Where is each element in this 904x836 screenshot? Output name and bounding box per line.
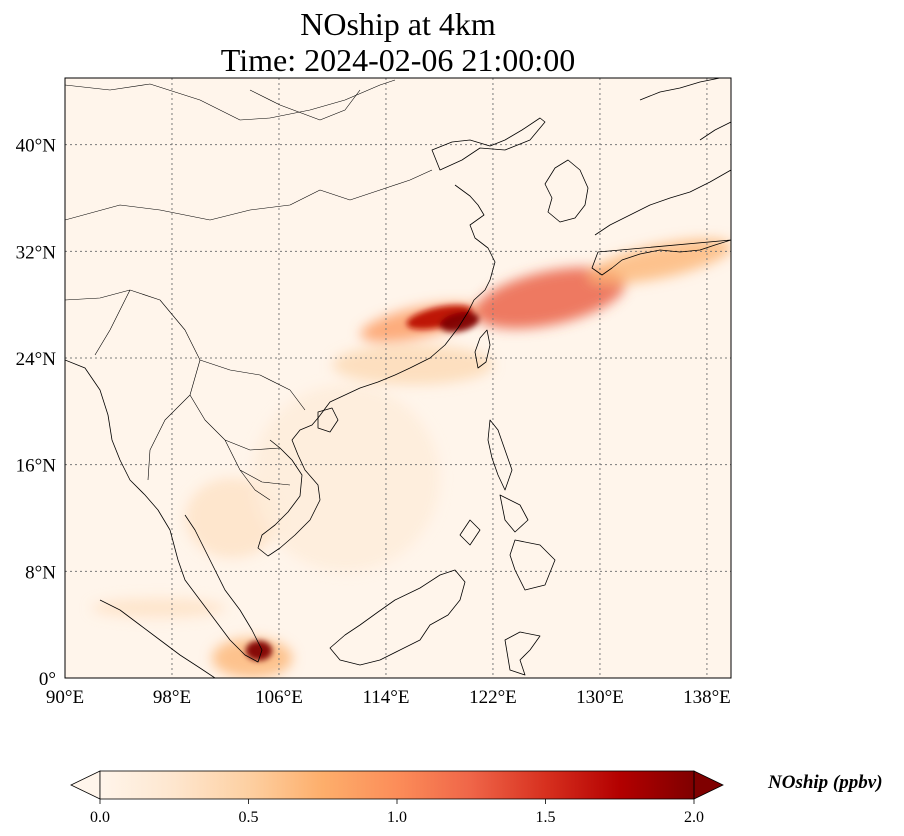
lat-tick-label: 0° xyxy=(39,669,56,690)
colorbar-tick-label: 2.0 xyxy=(684,809,704,826)
lat-tick-label: 40°N xyxy=(16,136,57,157)
plume-6 xyxy=(245,640,273,661)
lon-tick-label: 90°E xyxy=(46,687,84,708)
longitude-tick-labels: 90°E 98°E 106°E 114°E 122°E 130°E 138°E xyxy=(46,687,731,708)
colorbar-gradient xyxy=(100,771,694,799)
map-title: NOship at 4km xyxy=(300,6,496,42)
korea-coastline xyxy=(544,159,589,223)
lon-tick-label: 130°E xyxy=(576,687,624,708)
coastlines xyxy=(65,78,731,678)
concentration-field-core xyxy=(245,305,480,661)
plume-10 xyxy=(332,344,493,385)
colorbar: 0.0 0.5 1.0 1.5 2.0 xyxy=(70,770,724,826)
hainan-coastline xyxy=(317,407,339,433)
sulawesi-coastline xyxy=(504,631,541,676)
lat-tick-label: 32°N xyxy=(16,242,57,263)
graticule xyxy=(65,78,731,678)
malay-peninsula-coastline xyxy=(169,514,263,663)
lat-tick-label: 8°N xyxy=(25,562,56,583)
lon-tick-label: 98°E xyxy=(153,687,191,708)
japan-north-coastline xyxy=(639,78,731,141)
latitude-tick-labels: 0° 8°N 16°N 24°N 32°N 40°N xyxy=(16,136,57,690)
lon-tick-label: 138°E xyxy=(683,687,731,708)
sumatra-coastline xyxy=(99,599,216,678)
colorbar-label: NOship (ppbv) xyxy=(768,772,883,793)
plume-9 xyxy=(252,384,440,572)
lon-tick-label: 106°E xyxy=(255,687,303,708)
plume-2 xyxy=(439,311,480,333)
plume-3 xyxy=(474,267,626,329)
myanmar-coastline xyxy=(65,359,171,531)
mongolia-border xyxy=(65,79,396,121)
colorbar-tick-label: 1.0 xyxy=(387,809,407,826)
colorbar-extend-min xyxy=(70,770,101,800)
philippines-coastline xyxy=(459,419,556,591)
taiwan-coastline xyxy=(474,329,491,369)
map-frame xyxy=(64,77,732,679)
japan-coastline xyxy=(591,169,731,276)
lat-tick-label: 16°N xyxy=(16,456,57,477)
borneo-coastline xyxy=(329,569,466,666)
lon-tick-label: 122°E xyxy=(469,687,517,708)
colorbar-tick-label: 0.5 xyxy=(239,809,259,826)
china-coastline xyxy=(431,117,546,171)
map-subtitle-time: Time: 2024-02-06 21:00:00 xyxy=(220,42,576,78)
colorbar-tick-label: 1.5 xyxy=(536,809,556,826)
plume-7 xyxy=(91,598,226,618)
colorbar-tick-label: 0.0 xyxy=(90,809,110,826)
colorbar-tick-labels: 0.0 0.5 1.0 1.5 2.0 xyxy=(90,799,704,826)
plume-1 xyxy=(406,305,473,330)
colorbar-extend-max xyxy=(693,770,724,800)
lon-tick-label: 114°E xyxy=(362,687,409,708)
country-borders xyxy=(65,89,433,501)
lat-tick-label: 24°N xyxy=(16,349,57,370)
